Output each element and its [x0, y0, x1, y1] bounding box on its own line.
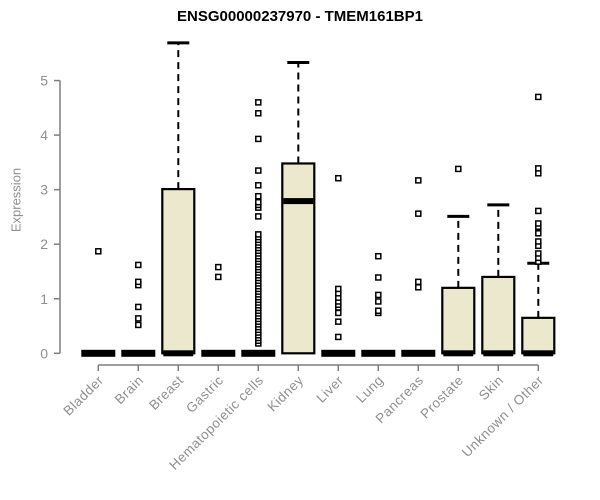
outlier-bladder	[95, 248, 102, 255]
box-bladder	[81, 349, 116, 357]
box-breast	[161, 188, 196, 355]
x-tick-label-breast: Breast	[146, 373, 186, 413]
median-breast	[163, 350, 194, 357]
outlier-unknown-other	[535, 207, 542, 215]
box-hematopoietic-cells	[241, 349, 276, 357]
y-tick-label: 4	[40, 127, 48, 143]
outlier-unknown-other	[535, 250, 542, 257]
x-tick-label-prostate: Prostate	[417, 373, 466, 422]
outlier-hematopoietic-cells	[255, 198, 262, 206]
x-tick-label-brain: Brain	[112, 373, 147, 408]
outlier-hematopoietic-cells	[255, 182, 262, 189]
median-kidney	[283, 198, 314, 205]
outlier-unknown-other	[535, 220, 542, 227]
outlier-prostate	[455, 165, 462, 173]
outlier-hematopoietic-cells	[255, 110, 262, 117]
y-tick-label: 2	[40, 236, 48, 252]
box-prostate	[441, 286, 476, 355]
outlier-liver	[335, 285, 342, 293]
outlier-pancreas	[415, 284, 422, 291]
x-tick-label-bladder: Bladder	[60, 373, 106, 419]
x-tick-label-skin: Skin	[476, 373, 507, 404]
outlier-brain	[135, 315, 142, 322]
outlier-hematopoietic-cells	[255, 213, 262, 220]
outlier-unknown-other	[535, 93, 542, 101]
median-prostate	[443, 350, 474, 357]
outlier-unknown-other	[535, 238, 542, 245]
box-kidney	[281, 162, 316, 355]
outlier-liver	[335, 174, 342, 182]
outlier-lung	[375, 298, 382, 305]
outlier-hematopoietic-cells	[255, 167, 262, 174]
outlier-liver	[335, 333, 342, 341]
outlier-unknown-other	[535, 230, 542, 237]
outlier-brain	[135, 278, 142, 286]
median-unknown-other	[523, 350, 554, 357]
outlier-lung	[375, 307, 382, 315]
x-tick-label-lung: Lung	[353, 373, 386, 406]
outlier-pancreas	[415, 210, 422, 217]
box-pancreas	[401, 349, 436, 357]
outlier-lung	[375, 274, 382, 281]
outlier-liver	[335, 309, 342, 317]
outlier-unknown-other	[535, 165, 542, 172]
outlier-gastric	[215, 273, 222, 281]
outlier-hematopoietic-cells	[255, 231, 262, 238]
outlier-brain	[135, 321, 142, 329]
box-lung	[361, 349, 396, 357]
outlier-lung	[375, 252, 382, 260]
y-tick-label: 1	[40, 291, 48, 307]
box-brain	[121, 349, 156, 357]
outlier-brain	[135, 261, 142, 269]
box-gastric	[201, 349, 236, 357]
outlier-liver	[335, 318, 342, 325]
outlier-brain	[135, 303, 142, 311]
y-tick-label: 5	[40, 73, 48, 89]
outlier-lung	[375, 291, 382, 299]
outlier-pancreas	[415, 177, 422, 184]
y-tick-label: 0	[40, 345, 48, 361]
box-liver	[321, 349, 356, 357]
x-tick-label-kidney: Kidney	[265, 373, 307, 415]
median-skin	[483, 350, 514, 357]
box-skin	[481, 275, 516, 355]
outlier-hematopoietic-cells	[255, 99, 262, 106]
x-tick-label-liver: Liver	[313, 373, 346, 406]
box-unknown-other	[521, 316, 556, 355]
outlier-gastric	[215, 263, 222, 271]
outlier-hematopoietic-cells	[255, 192, 262, 200]
y-tick-label: 3	[40, 182, 48, 198]
outlier-hematopoietic-cells	[255, 135, 262, 143]
chart-title: ENSG00000237970 - TMEM161BP1	[177, 8, 423, 25]
outlier-pancreas	[415, 278, 422, 286]
